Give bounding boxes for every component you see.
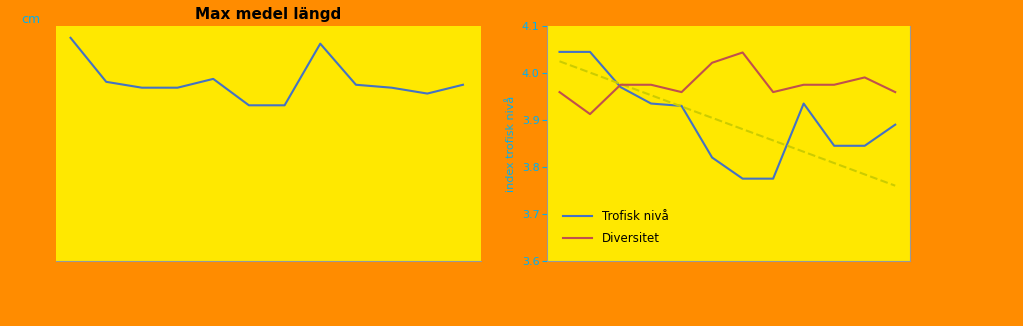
Y-axis label: index trofisk nivå: index trofisk nivå [506, 95, 517, 192]
Y-axis label: index diversitet: index diversitet [942, 100, 952, 187]
Title: Max medel längd: Max medel längd [195, 7, 342, 22]
Y-axis label: cm: cm [21, 13, 40, 26]
Legend: Trofisk nivå, Diversitet: Trofisk nivå, Diversitet [553, 200, 678, 255]
